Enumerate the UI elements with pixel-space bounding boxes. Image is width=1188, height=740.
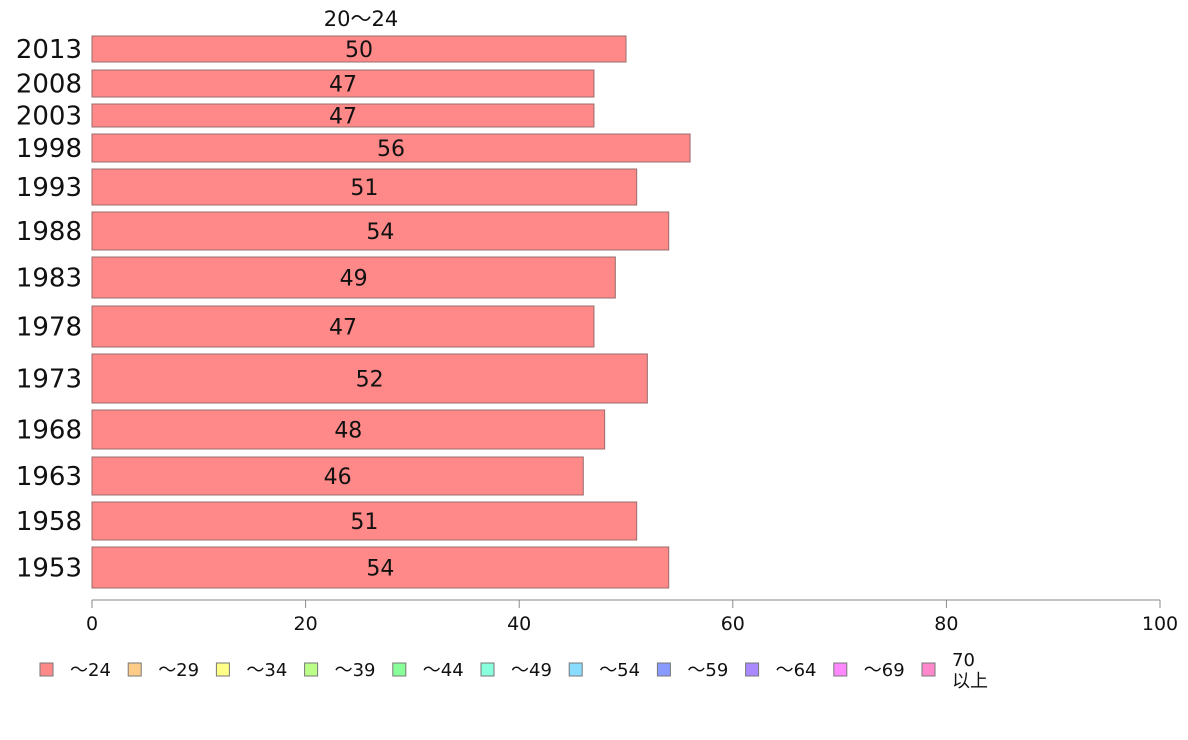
x-tick-label: 100 xyxy=(1142,613,1178,635)
legend-label: 〜59 xyxy=(687,660,728,681)
bar-value-label: 47 xyxy=(329,73,357,98)
category-label: 1998 xyxy=(16,134,82,164)
bar-value-label: 54 xyxy=(366,220,394,245)
legend-label: 70 以上 xyxy=(952,650,988,692)
bar-value-label: 56 xyxy=(377,137,405,162)
legend-label: 〜44 xyxy=(423,660,464,681)
x-axis: 0 20 40 60 80 100 xyxy=(86,599,1178,635)
bar xyxy=(91,305,595,348)
category-label: 1988 xyxy=(16,217,82,247)
bar-value-label: 48 xyxy=(334,419,362,444)
category-label: 1958 xyxy=(16,507,82,537)
bar xyxy=(91,168,638,206)
legend-label: 〜29 xyxy=(158,660,199,681)
bar-value-label: 50 xyxy=(345,38,373,63)
bar xyxy=(91,353,648,404)
category-label: 1968 xyxy=(16,416,82,446)
category-label: 2013 xyxy=(16,35,82,65)
bar-value-label: 49 xyxy=(340,267,368,292)
legend-label: 〜54 xyxy=(599,660,640,681)
category-label: 2008 xyxy=(16,70,82,100)
legend-swatch xyxy=(480,662,495,677)
bar-value-label: 54 xyxy=(366,557,394,582)
legend-label: 〜49 xyxy=(511,660,552,681)
category-label: 1983 xyxy=(16,264,82,294)
bar xyxy=(91,546,670,589)
legend-swatch xyxy=(568,662,583,677)
category-label: 1973 xyxy=(16,365,82,395)
bar-value-label: 51 xyxy=(350,510,378,535)
x-tick-label: 20 xyxy=(294,613,318,635)
category-label: 1993 xyxy=(16,173,82,203)
bar xyxy=(91,103,595,128)
category-label: 1978 xyxy=(16,313,82,343)
legend-swatch xyxy=(833,662,848,677)
legend-swatch xyxy=(392,662,407,677)
legend-swatch xyxy=(39,662,54,677)
legend-label: 〜34 xyxy=(246,660,287,681)
x-tick-label: 80 xyxy=(934,613,958,635)
bar-value-label: 51 xyxy=(350,176,378,201)
bar-value-label: 46 xyxy=(324,465,352,490)
chart-title: 20〜24 xyxy=(324,7,398,31)
legend-swatch xyxy=(215,662,230,677)
category-label: 1953 xyxy=(16,554,82,584)
bar xyxy=(91,211,670,251)
legend-label: 〜69 xyxy=(864,660,905,681)
bar xyxy=(91,35,627,63)
bar xyxy=(91,456,584,496)
legend-label: 〜24 xyxy=(70,660,111,681)
bar-value-label: 47 xyxy=(329,105,357,130)
legend-swatch xyxy=(921,662,936,677)
legend-swatch xyxy=(745,662,760,677)
bar-value-label: 52 xyxy=(356,368,384,393)
bar xyxy=(91,409,606,450)
bar xyxy=(91,501,638,541)
x-tick-label: 0 xyxy=(86,613,98,635)
legend-swatch xyxy=(656,662,671,677)
legend-swatch xyxy=(304,662,319,677)
category-label: 2003 xyxy=(16,102,82,132)
x-tick-label: 40 xyxy=(507,613,531,635)
bar xyxy=(91,69,595,98)
legend: 〜24 〜29 〜34 〜39 〜44 〜49 〜54 〜59 〜64 〜69 70 以上 xyxy=(39,650,988,692)
bars-layer: 50 2013 47 2008 47 2003 56 1998 51 1993 54 1988 49 19… xyxy=(16,35,691,589)
legend-swatch xyxy=(127,662,142,677)
legend-label: 〜64 xyxy=(776,660,817,681)
bar xyxy=(91,256,616,299)
bar-value-label: 47 xyxy=(329,316,357,341)
category-label: 1963 xyxy=(16,462,82,492)
x-tick-label: 60 xyxy=(721,613,745,635)
bar xyxy=(91,133,691,163)
legend-label: 〜39 xyxy=(335,660,376,681)
